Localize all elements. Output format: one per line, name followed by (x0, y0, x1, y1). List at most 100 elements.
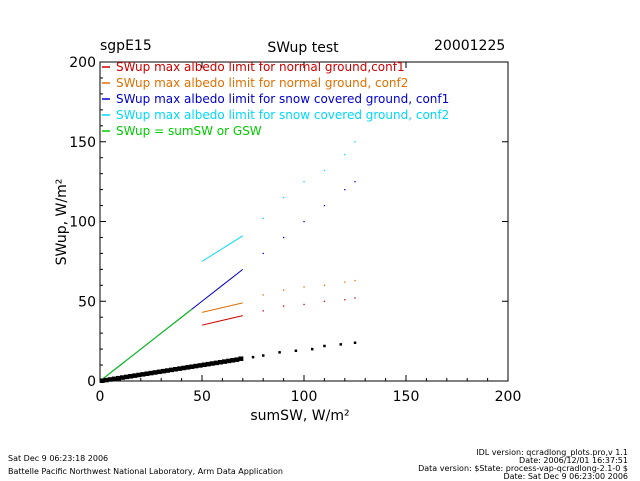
lab-credit: Battelle Pacific Northwest National Labo… (8, 467, 283, 476)
legend-entry: SWup max albedo limit for snow covered g… (116, 108, 449, 122)
sparse-point (344, 281, 346, 283)
observed-point (169, 367, 174, 373)
observed-point (278, 351, 281, 354)
observed-point (353, 341, 357, 345)
y-tick-label: 200 (69, 55, 96, 71)
x-axis-label: sumSW, W/m² (250, 408, 349, 424)
observed-point (103, 377, 109, 383)
sparse-point (283, 305, 285, 307)
sparse-point (323, 169, 326, 172)
sparse-point (303, 303, 305, 306)
observed-point (156, 369, 162, 375)
observed-point (124, 374, 130, 380)
run-date: Sat Dec 9 06:23:18 2006 (8, 454, 109, 463)
chart-title: SWup test (267, 40, 339, 56)
observed-point (128, 374, 134, 379)
observed-point (238, 356, 244, 361)
observed-point (205, 361, 211, 367)
observed-point (132, 373, 138, 378)
observed-point (226, 358, 232, 364)
legend-entry: SWup max albedo limit for snow covered g… (116, 92, 449, 106)
sparse-point (262, 252, 264, 255)
observed-point (177, 366, 183, 371)
sparse-point (354, 297, 356, 299)
observed-point (251, 355, 255, 359)
sparse-point (354, 181, 356, 183)
sparse-point (323, 300, 326, 302)
observed-point (262, 354, 265, 357)
sparse-point (303, 220, 305, 223)
data-date: Date: Sat Dec 9 06:23:00 2006 (503, 472, 628, 481)
observed-point (193, 363, 199, 369)
observed-point (323, 344, 326, 348)
observed-point (209, 361, 215, 366)
observed-point (339, 343, 343, 346)
observed-point (164, 368, 170, 373)
observed-point (230, 358, 236, 363)
observed-point (213, 360, 219, 366)
sparse-point (262, 294, 264, 296)
site-label: sgpE15 (100, 38, 152, 54)
observed-point (140, 372, 146, 377)
observed-point (222, 359, 228, 364)
sparse-point (283, 196, 285, 199)
sparse-point (283, 236, 285, 239)
sparse-point (323, 284, 326, 286)
y-tick-label: 100 (69, 215, 96, 231)
observed-point (148, 370, 154, 376)
series-line-1 (201, 315, 243, 326)
observed-point (185, 365, 191, 370)
observed-point (120, 375, 126, 380)
sparse-point (354, 141, 356, 143)
legend-entry: SWup max albedo limit for normal ground,… (116, 76, 408, 90)
sparse-point (344, 153, 346, 156)
observed-point (201, 362, 207, 368)
observed-point (99, 378, 105, 383)
legend-entry: SWup max albedo limit for normal ground,… (116, 60, 405, 74)
sparse-point (303, 181, 305, 183)
observed-point (294, 349, 298, 352)
x-tick-label: 150 (393, 389, 420, 405)
observed-point (217, 359, 223, 365)
code-date: Date: 2006/12/01 16:37:51 (519, 456, 628, 465)
sparse-point (262, 310, 264, 312)
sparse-point (354, 279, 356, 282)
x-tick-label: 100 (291, 389, 318, 405)
observed-point (160, 368, 166, 374)
idl-version: IDL version: qcradlong_plots.pro,v 1.1 (476, 448, 628, 457)
observed-point (310, 347, 314, 351)
observed-point (189, 364, 195, 369)
plot-axes: 0 50 100 150 200 0 50 100 150 200 (69, 55, 521, 405)
sparse-point (303, 286, 305, 288)
data-version: Data version: $State: process-vap-qcradl… (418, 464, 628, 473)
y-axis-label: SWup, W/m² (54, 179, 70, 266)
plot-marks (99, 141, 357, 383)
sparse-point (344, 299, 346, 301)
legend-entry: SWup = sumSW or GSW (116, 124, 262, 138)
x-tick-label: 0 (96, 389, 105, 405)
observed-point (197, 363, 203, 368)
sparse-point (262, 217, 264, 220)
x-tick-label: 50 (193, 389, 211, 405)
sparse-point (323, 204, 326, 207)
series-line-2 (201, 302, 243, 313)
sparse-point (344, 189, 346, 191)
x-tick-label: 200 (495, 389, 522, 405)
observed-point (144, 371, 150, 376)
y-tick-label: 50 (78, 294, 96, 310)
y-tick-label: 0 (87, 374, 96, 390)
legend: SWup max albedo limit for normal ground,… (102, 60, 449, 138)
observed-point (115, 375, 121, 381)
observed-point (107, 377, 113, 382)
observed-point (111, 376, 117, 382)
date-label: 20001225 (434, 38, 506, 54)
observed-point (234, 357, 240, 362)
y-tick-label: 150 (69, 135, 96, 151)
observed-point (181, 365, 187, 371)
series-line-4 (201, 235, 244, 262)
sparse-point (283, 289, 285, 291)
observed-point (136, 372, 142, 378)
observed-point (173, 366, 179, 372)
series-line-5 (99, 308, 193, 382)
